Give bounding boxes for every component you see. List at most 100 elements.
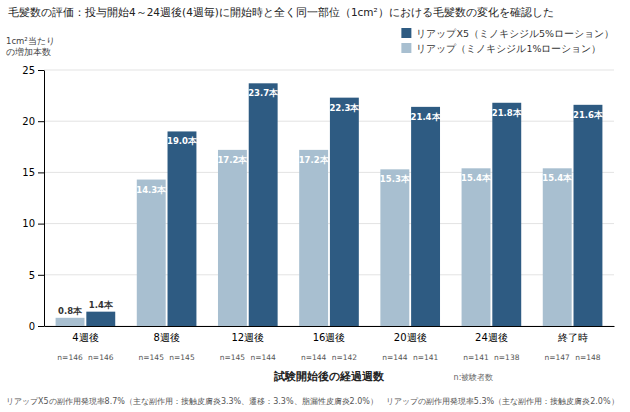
n-label: n=138	[494, 353, 520, 362]
tick-label: 8週後	[153, 332, 179, 343]
data-label: 15.3本	[380, 174, 411, 184]
data-label: 22.3本	[329, 103, 360, 113]
bar	[299, 150, 328, 326]
footer: リアップX5の副作用発現率8.7%（主な副作用：接触皮膚炎3.3%、遷移：3.3…	[6, 397, 619, 406]
legend-item: リアップX5（ミノキシジル5%ローション）	[401, 28, 614, 39]
n-label: n=148	[575, 353, 601, 362]
bar	[56, 318, 85, 326]
x-axis-label: 試験開始後の経過週数	[273, 370, 385, 383]
tick: 12週後	[231, 332, 264, 343]
y-axis: 0 5 10 15 20 25	[22, 65, 44, 332]
tick-mark	[38, 326, 44, 327]
tick-mark	[38, 121, 44, 122]
data-label: 21.6本	[573, 110, 604, 120]
n-label: n=144	[301, 353, 327, 362]
grid-line	[44, 223, 614, 224]
grid-line	[44, 70, 614, 71]
tick-label: 5	[29, 270, 35, 281]
tick: 終了時	[557, 332, 588, 343]
y-axis-label: の増加本数	[6, 47, 51, 57]
bars	[56, 83, 603, 326]
legend-item: リアップ（ミノキシジル1%ローション）	[401, 43, 601, 54]
tick: 4週後	[72, 332, 98, 343]
tick: 20週後	[394, 332, 427, 343]
grid	[44, 70, 614, 326]
n-label: n=146	[57, 353, 83, 362]
tick-label: 16週後	[313, 332, 346, 343]
tick-label: 0	[29, 321, 35, 332]
data-label: 15.4本	[542, 173, 573, 183]
chart-svg: 毛髪数の評価：投与開始4～24週後(4週毎)に開始時と全く同一部位（1cm²）に…	[0, 0, 630, 412]
n-labels: n=146 n=145 n=145 n=144 n=144 n=141 n=147 n=146…	[57, 353, 601, 362]
tick: 25	[22, 65, 44, 76]
legend-label: リアップ（ミノキシジル1%ローション）	[416, 43, 601, 54]
bar	[168, 131, 197, 326]
legend-swatch	[401, 43, 411, 53]
tick-label: 4週後	[72, 332, 98, 343]
data-label: 15.4本	[461, 173, 492, 183]
n-label: n=145	[169, 353, 195, 362]
n-label: n=145	[139, 353, 165, 362]
tick-mark	[38, 70, 44, 71]
tick-label: 20	[22, 116, 35, 127]
tick: 0	[29, 321, 44, 332]
data-label: 17.2本	[217, 155, 248, 165]
n-label: n=145	[220, 353, 246, 362]
tick-mark	[38, 224, 44, 225]
data-labels: 0.8本14.3本17.2本17.2本15.3本15.4本15.4本1.4本19…	[58, 88, 604, 315]
n-label: n=146	[88, 353, 114, 362]
axis-line	[45, 326, 615, 327]
bar	[411, 107, 440, 326]
tick: 15	[22, 167, 44, 178]
tick-label: 15	[22, 167, 35, 178]
tick: 10	[22, 218, 44, 229]
x-axis: 4週後 8週後 12週後 16週後 20週後 24週後 終了時	[45, 327, 615, 344]
bar-series	[86, 83, 602, 326]
tick-mark	[38, 172, 44, 173]
n-label: n=142	[332, 353, 358, 362]
tick: 16週後	[313, 332, 346, 343]
tick-label: 12週後	[231, 332, 264, 343]
bar	[249, 83, 278, 326]
data-label: 17.2本	[299, 155, 330, 165]
bar	[574, 105, 603, 326]
grid-line	[44, 326, 614, 327]
tick-label: 20週後	[394, 332, 427, 343]
tick: 24週後	[475, 332, 508, 343]
data-label: 23.7本	[248, 88, 279, 98]
n-label: n=144	[382, 353, 408, 362]
grid-line	[44, 172, 614, 173]
chart-container: 毛髪数の評価：投与開始4～24週後(4週毎)に開始時と全く同一部位（1cm²）に…	[0, 0, 630, 412]
n-label: n=141	[463, 353, 489, 362]
tick: 5	[29, 270, 44, 281]
grid-line	[44, 121, 614, 122]
grid-line	[44, 274, 614, 275]
legend-label: リアップX5（ミノキシジル5%ローション）	[416, 28, 614, 39]
bar	[462, 168, 491, 326]
tick-label: 10	[22, 218, 35, 229]
data-label: 1.4本	[89, 300, 114, 310]
data-label: 14.3本	[136, 185, 167, 195]
n-label: n=141	[413, 353, 439, 362]
tick-label: 25	[22, 65, 35, 76]
n-label: n=144	[250, 353, 276, 362]
data-label: 0.8本	[58, 306, 83, 316]
bar	[218, 150, 247, 326]
legend-swatch	[401, 28, 411, 38]
tick-mark	[38, 275, 44, 276]
bar	[380, 169, 409, 326]
axis-line	[44, 71, 45, 327]
tick: 20	[22, 116, 44, 127]
tick: 8週後	[153, 332, 179, 343]
tick-label: 24週後	[475, 332, 508, 343]
bar	[492, 103, 521, 326]
title: 毛髪数の評価：投与開始4～24週後(4週毎)に開始時と全く同一部位（1cm²）に…	[8, 6, 554, 19]
n-label: n=147	[545, 353, 571, 362]
legend: リアップX5（ミノキシジル5%ローション） リアップ（ミノキシジル1%ローション）	[401, 28, 614, 54]
y-axis-label: 1cm²当たり	[6, 36, 55, 46]
data-label: 21.8本	[492, 108, 523, 118]
bar	[543, 168, 572, 326]
bar	[330, 98, 359, 326]
data-label: 21.4本	[411, 112, 442, 122]
bar	[86, 312, 115, 326]
